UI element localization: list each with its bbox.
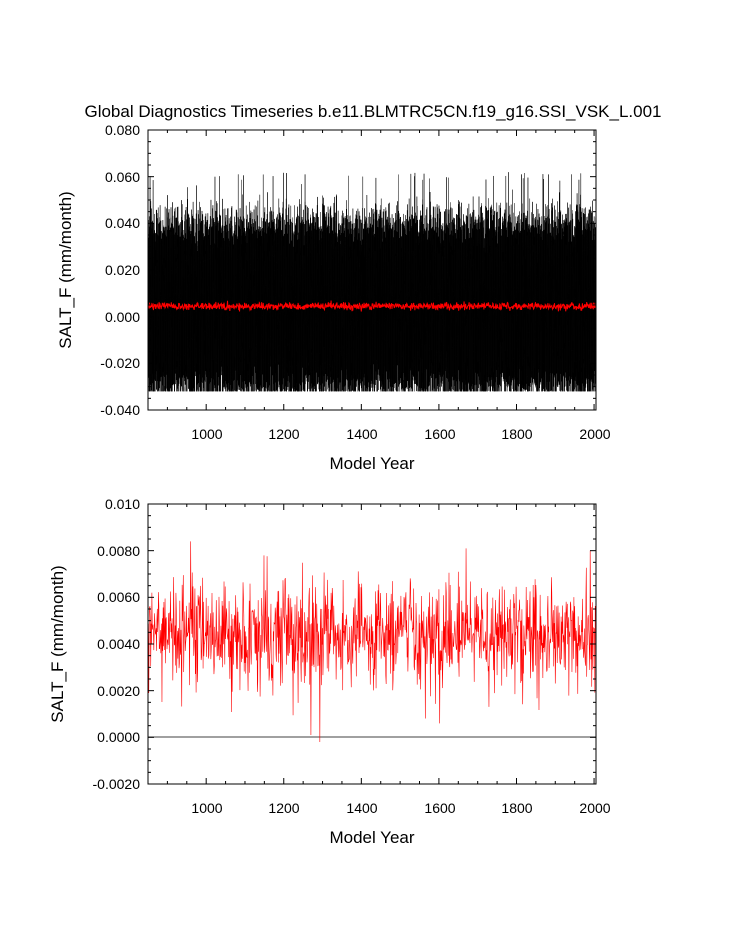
top-ticks (147, 129, 596, 411)
bottom-x-axis-label: Model Year (329, 828, 414, 847)
top-series-monthly (147, 172, 597, 393)
top-x-tick-label: 1000 (191, 426, 222, 442)
top-y-tick-label: -0.020 (100, 355, 140, 371)
bottom-y-tick-label: 0.0060 (97, 589, 140, 605)
bottom-x-tick-label: 1600 (424, 800, 455, 816)
top-y-tick-label: -0.040 (100, 402, 140, 418)
bottom-y-axis-label: SALT_F (mm/month) (48, 565, 67, 722)
top-plot: 0.080 0.060 0.040 0.020 0.000 -0.020 -0.… (56, 122, 611, 473)
bottom-x-tick-label: 1000 (191, 800, 222, 816)
bottom-y-tick-label: 0.0080 (97, 543, 140, 559)
bottom-y-tick-label: -0.0020 (93, 776, 141, 792)
top-x-tick-label: 1400 (346, 426, 377, 442)
top-y-tick-label: 0.000 (105, 309, 140, 325)
monthly-series-line (147, 172, 597, 393)
bottom-x-tick-label: 1800 (501, 800, 532, 816)
top-x-tick-label: 2000 (579, 426, 610, 442)
bottom-y-tick-label: 0.010 (105, 496, 140, 512)
bottom-x-tick-label: 1200 (268, 800, 299, 816)
bottom-y-tick-label: 0.0020 (97, 683, 140, 699)
top-x-tick-label: 1800 (501, 426, 532, 442)
top-y-axis-label: SALT_F (mm/month) (56, 191, 75, 348)
top-x-tick-label: 1600 (424, 426, 455, 442)
top-y-tick-label: 0.040 (105, 215, 140, 231)
bottom-ticks (147, 503, 596, 785)
annual-series-line (147, 541, 597, 743)
bottom-x-tick-label: 2000 (579, 800, 610, 816)
top-y-tick-label: 0.060 (105, 169, 140, 185)
annual-series-line (147, 300, 597, 312)
top-y-tick-label: 0.080 (105, 122, 140, 138)
top-y-tick-label: 0.020 (105, 262, 140, 278)
top-series-annual (147, 300, 597, 312)
bottom-y-tick-label: 0.0040 (97, 636, 140, 652)
bottom-plot: 0.010 0.0080 0.0060 0.0040 0.0020 0.0000… (48, 496, 611, 847)
bottom-x-tick-label: 1400 (346, 800, 377, 816)
chart-title: Global Diagnostics Timeseries b.e11.BLMT… (84, 102, 661, 121)
top-x-axis-label: Model Year (329, 454, 414, 473)
bottom-y-tick-label: 0.0000 (97, 729, 140, 745)
top-x-tick-label: 1200 (268, 426, 299, 442)
bottom-series-annual (147, 541, 597, 743)
